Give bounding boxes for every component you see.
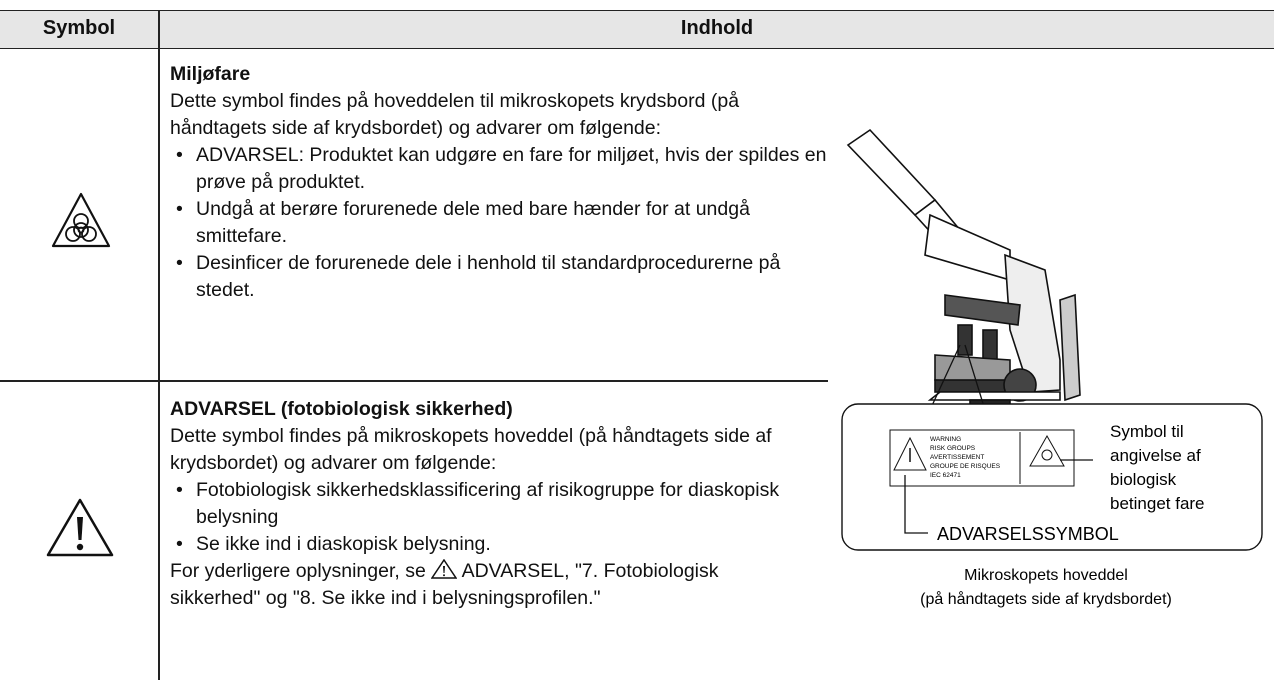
bullet: Undgå at berøre forurenede dele med bare… (170, 196, 830, 250)
bullet-list: Fotobiologisk sikkerhedsklassificering a… (170, 477, 810, 558)
callout-text: biologisk (1110, 470, 1177, 489)
caption: (på håndtagets side af krydsbordet) (920, 590, 1172, 608)
microscope-figure: WARNING RISK GROUPS AVERTISSEMENT GROUPE DE… (841, 128, 1263, 608)
label-line: GROUPE DE RISQUES (930, 463, 1001, 470)
inline-warning-icon (430, 558, 458, 579)
label-line: IEC 62471 (930, 472, 961, 479)
bullet-list: ADVARSEL: Produktet kan udgøre en fare f… (170, 142, 830, 304)
caption: Mikroskopets hoveddel (964, 567, 1128, 584)
row-divider-symbol (0, 380, 158, 382)
label-line: WARNING (930, 436, 961, 443)
row-title: ADVARSEL (fotobiologisk sikkerhed) (170, 398, 513, 420)
bullet: Fotobiologisk sikkerhedsklassificering a… (170, 477, 810, 531)
note: For yderligere oplysninger, se ADVARSEL,… (170, 558, 810, 612)
header-content: Indhold (680, 17, 754, 39)
note-text: ADVARSEL, "7. Fotobiologisk sikkerhed" o… (170, 560, 719, 609)
biohazard-icon (51, 192, 111, 248)
label-line: RISK GROUPS (930, 445, 976, 452)
header-row (0, 10, 1274, 49)
row-divider-text (158, 380, 828, 382)
callout-text: ADVARSELSSYMBOL (937, 524, 1119, 544)
bullet: ADVARSEL: Produktet kan udgøre en fare f… (170, 142, 830, 196)
callout-text: betinget fare (1110, 494, 1205, 513)
row-1-content: Miljøfare Dette symbol findes på hovedde… (170, 61, 830, 304)
label-line: AVERTISSEMENT (930, 454, 984, 461)
row-intro: Dette symbol findes på mikroskopets hove… (170, 425, 772, 474)
header-symbol: Symbol (42, 17, 116, 39)
row-title: Miljøfare (170, 63, 251, 85)
bullet: Se ikke ind i diaskopisk belysning. (170, 531, 810, 558)
callout-text: Symbol til (1110, 422, 1184, 441)
warning-icon (46, 498, 114, 557)
column-divider (158, 10, 160, 680)
row-2-content: ADVARSEL (fotobiologisk sikkerhed) Dette… (170, 396, 810, 612)
note-text: For yderligere oplysninger, se (170, 560, 426, 582)
row-intro: Dette symbol findes på hoveddelen til mi… (170, 90, 740, 139)
callout-text: angivelse af (1110, 446, 1201, 465)
bullet: Desinficer de forurenede dele i henhold … (170, 250, 830, 304)
